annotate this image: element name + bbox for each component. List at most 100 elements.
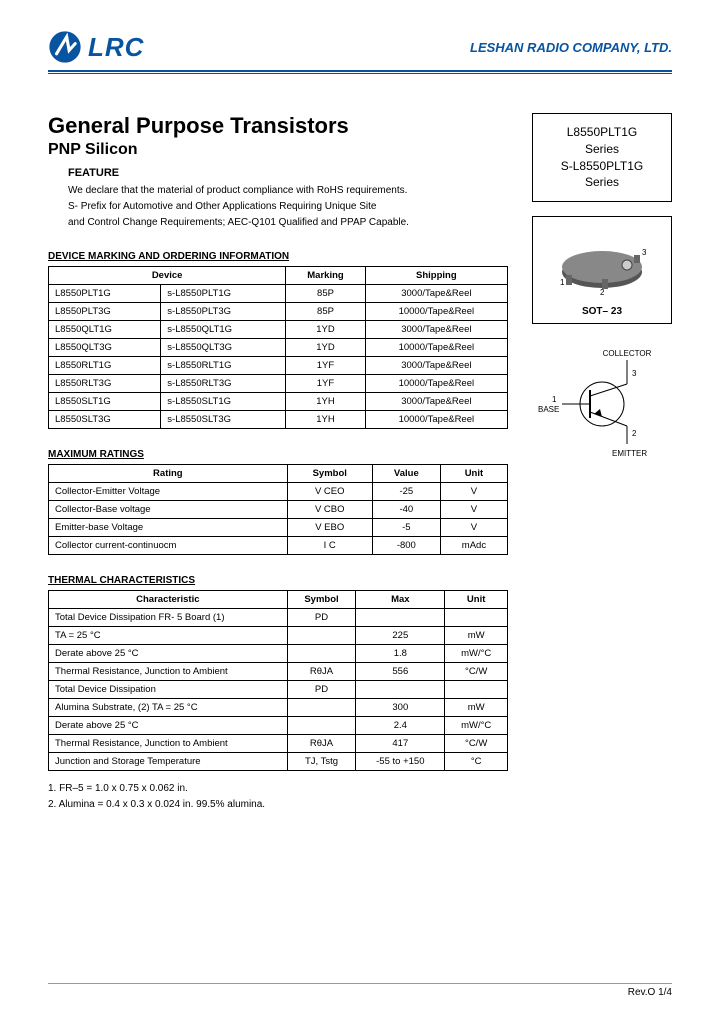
table-cell: -5 <box>372 519 440 537</box>
table-row: Derate above 25 °C 2.4mW/°C <box>49 717 508 735</box>
table-row: Total Device Dissipation FR- 5 Board (1)… <box>49 609 508 627</box>
logo: LRC <box>48 30 144 64</box>
table-row: Collector-Base voltageV CBO-40V <box>49 501 508 519</box>
table-row: Collector-Emitter VoltageV CEO-25V <box>49 483 508 501</box>
part-number-box: L8550PLT1G Series S-L8550PLT1G Series <box>532 113 672 202</box>
table-cell: -40 <box>372 501 440 519</box>
device-table: Device Marking Shipping L8550PLT1Gs-L855… <box>48 266 508 429</box>
table-cell: Alumina Substrate, (2) TA = 25 °C <box>49 699 288 717</box>
table-cell: 1YH <box>286 393 365 411</box>
package-label: SOT– 23 <box>539 306 665 317</box>
package-icon: 1 2 3 <box>542 227 662 297</box>
table-header: Marking <box>286 267 365 285</box>
table-cell: PD <box>287 681 356 699</box>
table-row: L8550PLT1Gs-L8550PLT1G85P3000/Tape&Reel <box>49 285 508 303</box>
svg-text:2: 2 <box>600 288 605 297</box>
table-cell <box>287 627 356 645</box>
table-cell: s-L8550PLT1G <box>161 285 286 303</box>
table-cell: V <box>440 519 507 537</box>
table-cell: Collector-Emitter Voltage <box>49 483 288 501</box>
part-line: L8550PLT1G <box>539 124 665 141</box>
table-header: Device <box>49 267 286 285</box>
table-cell: -55 to +150 <box>356 753 445 771</box>
table-cell: -800 <box>372 537 440 555</box>
transistor-symbol-icon: COLLECTOR 1 BASE 3 2 EMITTER <box>532 344 672 464</box>
table-cell: Total Device Dissipation <box>49 681 288 699</box>
table-header-row: Characteristic Symbol Max Unit <box>49 591 508 609</box>
table-cell: TA = 25 °C <box>49 627 288 645</box>
pinout-diagram: COLLECTOR 1 BASE 3 2 EMITTER <box>532 344 672 466</box>
table-cell: Derate above 25 °C <box>49 717 288 735</box>
table-cell: 1YF <box>286 357 365 375</box>
table-header: Rating <box>49 465 288 483</box>
table-cell: s-L8550QLT1G <box>161 321 286 339</box>
table-cell: °C/W <box>445 663 508 681</box>
table-cell: mAdc <box>440 537 507 555</box>
feature-line: S- Prefix for Automotive and Other Appli… <box>68 201 377 212</box>
table-cell: Collector-Base voltage <box>49 501 288 519</box>
table-cell <box>445 609 508 627</box>
table-cell: mW <box>445 627 508 645</box>
table-cell: 3000/Tape&Reel <box>365 321 507 339</box>
svg-text:COLLECTOR: COLLECTOR <box>603 349 652 358</box>
table-row: L8550SLT3Gs-L8550SLT3G1YH10000/Tape&Reel <box>49 411 508 429</box>
table-header: Characteristic <box>49 591 288 609</box>
table-header: Value <box>372 465 440 483</box>
table-cell: V EBO <box>287 519 372 537</box>
table-cell: 1YD <box>286 339 365 357</box>
table-header-row: Rating Symbol Value Unit <box>49 465 508 483</box>
table-cell <box>445 681 508 699</box>
table-cell: 2.4 <box>356 717 445 735</box>
table-cell: PD <box>287 609 356 627</box>
table-row: L8550SLT1Gs-L8550SLT1G1YH3000/Tape&Reel <box>49 393 508 411</box>
logo-text: LRC <box>88 32 144 63</box>
table-cell: L8550QLT1G <box>49 321 161 339</box>
table-cell: 1YH <box>286 411 365 429</box>
table-header: Max <box>356 591 445 609</box>
main-content: General Purpose Transistors PNP Silicon … <box>48 113 672 813</box>
table-cell: mW <box>445 699 508 717</box>
table-cell: I C <box>287 537 372 555</box>
table-cell: s-L8550PLT3G <box>161 303 286 321</box>
table-cell: 417 <box>356 735 445 753</box>
table-cell <box>356 681 445 699</box>
feature-text: We declare that the material of product … <box>68 183 508 231</box>
table-row: L8550RLT3Gs-L8550RLT3G1YF10000/Tape&Reel <box>49 375 508 393</box>
table-cell: Collector current-continuocm <box>49 537 288 555</box>
table-row: L8550PLT3Gs-L8550PLT3G85P10000/Tape&Reel <box>49 303 508 321</box>
table-cell <box>287 645 356 663</box>
table-cell: 1.8 <box>356 645 445 663</box>
table-cell: V CBO <box>287 501 372 519</box>
table-header: Shipping <box>365 267 507 285</box>
table-row: Thermal Resistance, Junction to AmbientR… <box>49 663 508 681</box>
svg-text:EMITTER: EMITTER <box>612 449 647 458</box>
table-cell: V <box>440 483 507 501</box>
svg-text:BASE: BASE <box>538 405 559 414</box>
table-cell: Emitter-base Voltage <box>49 519 288 537</box>
table-cell: TJ, Tstg <box>287 753 356 771</box>
table-cell: L8550SLT1G <box>49 393 161 411</box>
table-row: L8550QLT3Gs-L8550QLT3G1YD10000/Tape&Reel <box>49 339 508 357</box>
table-cell: 300 <box>356 699 445 717</box>
table-cell: Junction and Storage Temperature <box>49 753 288 771</box>
svg-text:3: 3 <box>642 248 647 257</box>
page-title: General Purpose Transistors <box>48 113 508 139</box>
table-cell: Total Device Dissipation FR- 5 Board (1) <box>49 609 288 627</box>
table-cell: RθJA <box>287 735 356 753</box>
section-heading: MAXIMUM RATINGS <box>48 449 508 460</box>
table-header-row: Device Marking Shipping <box>49 267 508 285</box>
feature-heading: FEATURE <box>68 167 508 179</box>
table-row: Alumina Substrate, (2) TA = 25 °C 300mW <box>49 699 508 717</box>
table-cell: L8550RLT3G <box>49 375 161 393</box>
table-cell: 3000/Tape&Reel <box>365 357 507 375</box>
table-row: Derate above 25 °C1.8mW/°C <box>49 645 508 663</box>
svg-text:3: 3 <box>632 369 637 378</box>
table-cell: mW/°C <box>445 717 508 735</box>
header-rule <box>48 70 672 73</box>
table-row: Collector current-continuocmI C-800mAdc <box>49 537 508 555</box>
table-cell: V <box>440 501 507 519</box>
table-cell: 3000/Tape&Reel <box>365 393 507 411</box>
svg-text:2: 2 <box>632 429 637 438</box>
page-footer: Rev.O 1/4 <box>48 983 672 998</box>
table-cell: s-L8550QLT3G <box>161 339 286 357</box>
